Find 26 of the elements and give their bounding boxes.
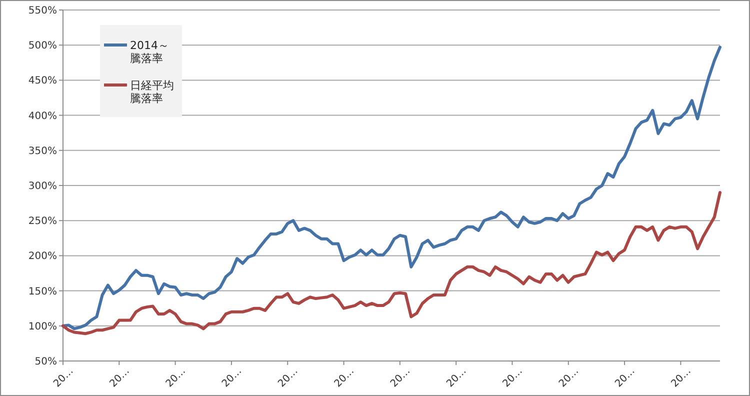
x-tick-label: 20…: [220, 366, 244, 390]
y-tick-label: 450%: [28, 76, 57, 87]
x-tick-label: 20…: [444, 366, 469, 390]
y-tick-label: 50%: [34, 356, 57, 368]
x-tick-label: 20…: [276, 366, 300, 390]
x-tick-label: 20…: [557, 366, 582, 390]
x-tick-label: 20…: [669, 366, 694, 390]
x-tick-label: 20…: [613, 366, 638, 390]
x-tick-label: 20…: [332, 366, 356, 390]
y-tick-label: 500%: [28, 40, 57, 52]
legend-label: 日経平均騰落率: [130, 79, 174, 105]
x-tick-label: 20…: [52, 366, 76, 390]
y-tick-label: 150%: [28, 286, 57, 298]
legend-label: 2014～騰落率: [130, 39, 169, 65]
x-tick-label: 20…: [164, 366, 188, 390]
x-tick-label: 20…: [388, 366, 413, 390]
x-tick-label: 20…: [108, 366, 132, 390]
y-tick-label: 350%: [28, 146, 57, 157]
y-tick-label: 550%: [28, 6, 57, 16]
y-tick-label: 250%: [28, 216, 57, 228]
line-series: [62, 191, 722, 336]
y-tick-label: 100%: [28, 321, 57, 332]
x-tick-label: 20…: [501, 366, 525, 390]
y-tick-label: 300%: [28, 181, 57, 192]
y-tick-label: 400%: [28, 110, 57, 122]
y-tick-label: 200%: [28, 251, 57, 262]
